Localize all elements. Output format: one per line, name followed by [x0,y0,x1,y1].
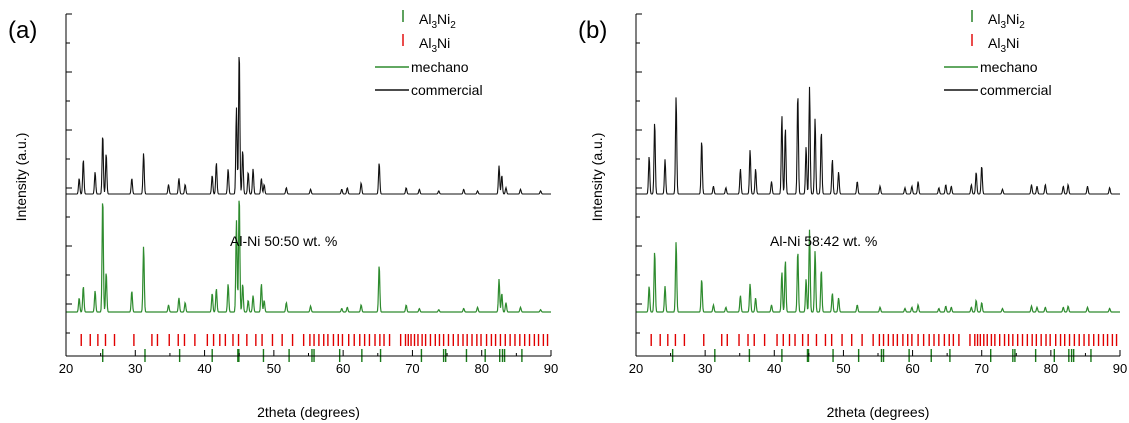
x-tick-label: 40 [197,361,211,376]
x-axis-label: 2theta (degrees) [257,404,360,420]
panel-label: (b) [578,17,607,44]
series-line-commercial [66,56,551,195]
x-tick-label: 40 [767,361,781,376]
x-tick-label: 20 [629,361,643,376]
legend-label-al3ni2: Al3Ni2 [419,11,456,31]
x-tick-label: 60 [905,361,919,376]
x-tick-label: 70 [405,361,419,376]
x-tick-label: 30 [128,361,142,376]
legend-label-mechano: mechano [411,59,469,75]
legend-label-commercial: commercial [980,82,1052,98]
series-line-commercial [636,86,1120,195]
composition-annotation: Al-Ni 50:50 wt. % [230,233,337,249]
legend-label-commercial: commercial [411,82,483,98]
legend: Al3Ni2 Al3Ni mechano commercial [944,10,1052,98]
legend-label-al3ni: Al3Ni [419,35,450,55]
panel-b: 20 30 40 50 60 70 80 90 2theta (degrees) Intensit… [578,10,1127,420]
panel-label: (a) [8,17,37,44]
y-axis-label: Intensity (a.u.) [13,133,29,222]
x-tick-label: 90 [544,361,558,376]
legend-label-mechano: mechano [980,59,1038,75]
x-tick-label: 70 [974,361,988,376]
panel-a: 20 30 40 50 60 70 80 90 2theta (degrees) Intensit… [8,10,558,420]
x-tick-label: 80 [474,361,488,376]
x-tick-label: 90 [1113,361,1127,376]
x-tick-label: 50 [267,361,281,376]
x-tick-label: 60 [336,361,350,376]
x-tick-label: 50 [836,361,850,376]
y-axis-label: Intensity (a.u.) [589,133,605,222]
series-line-mechano [66,200,551,313]
x-tick-label: 20 [59,361,73,376]
legend: Al3Ni2 Al3Ni mechano commercial [375,10,483,98]
x-tick-label: 80 [1044,361,1058,376]
legend-label-al3ni2: Al3Ni2 [988,11,1025,31]
x-tick-label: 30 [698,361,712,376]
composition-annotation: Al-Ni 58:42 wt. % [770,233,877,249]
series-line-mechano [636,229,1120,313]
x-axis-label: 2theta (degrees) [827,404,930,420]
legend-label-al3ni: Al3Ni [988,35,1019,55]
